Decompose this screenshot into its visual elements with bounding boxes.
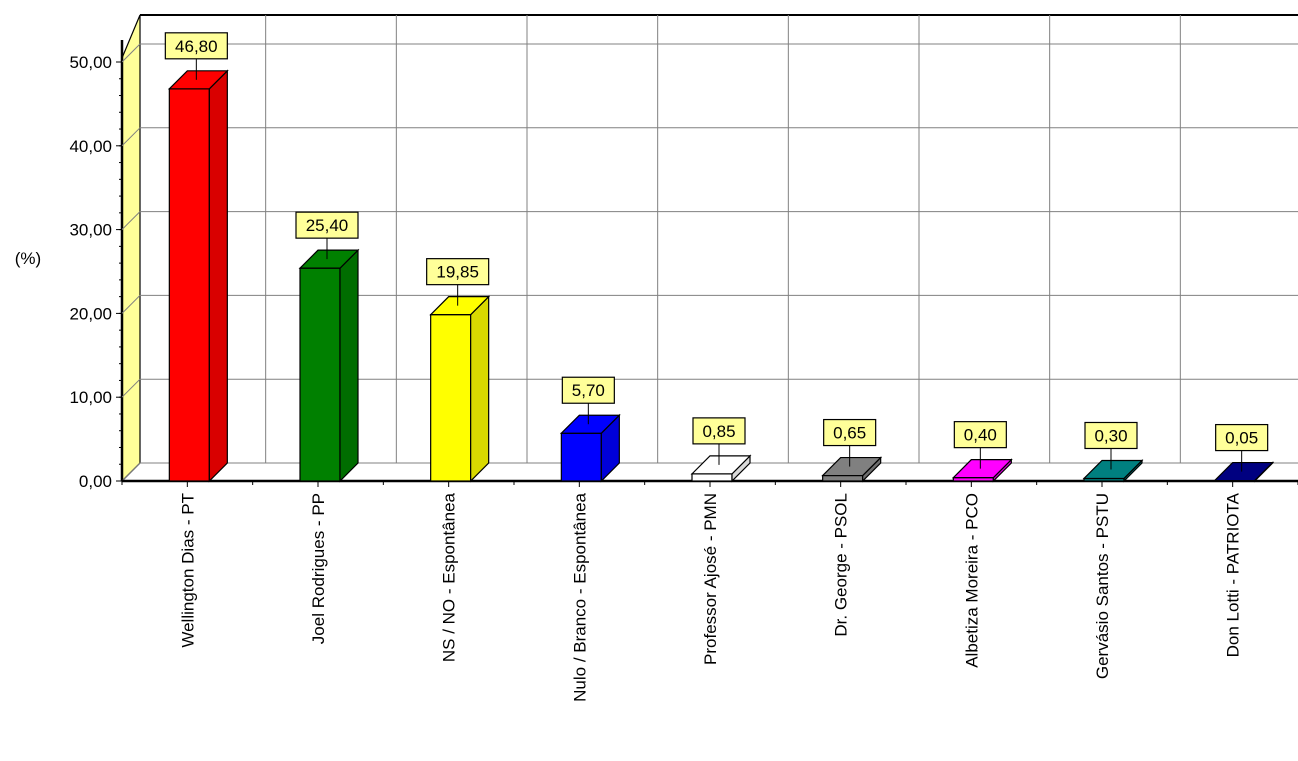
wall-grid-line [121, 127, 141, 147]
y-tick-label: 30,00 [69, 221, 112, 240]
y-tick-label: 10,00 [69, 388, 112, 407]
y-tick-label: 50,00 [69, 53, 112, 72]
left-wall [121, 14, 141, 483]
data-label: 5,70 [572, 381, 605, 400]
bar [298, 248, 360, 483]
x-tick-label: Joel Rodrigues - PP [309, 493, 328, 644]
data-label: 0,30 [1094, 426, 1127, 445]
bar [429, 295, 491, 483]
bar-front [168, 88, 210, 482]
data-label: 46,80 [175, 37, 218, 56]
data-label: 0,65 [833, 424, 866, 443]
bar-front [430, 314, 472, 482]
data-label: 25,40 [306, 216, 349, 235]
data-label-box [823, 418, 877, 447]
bar-side [208, 69, 228, 483]
bar-top [559, 414, 621, 434]
bar-top [298, 249, 360, 269]
bar-front [299, 267, 341, 482]
x-tick-label: NS / NO - Espontânea [440, 492, 459, 662]
x-tick-label: Nulo / Branco - Espontânea [570, 492, 589, 701]
bar-side [470, 295, 490, 483]
bars [167, 69, 1275, 483]
bar-side [339, 248, 359, 483]
data-label: 0,40 [964, 426, 997, 445]
bar-top [690, 455, 752, 475]
bar-front [822, 474, 864, 482]
data-label-box [295, 211, 359, 239]
y-axis-label: (%) [15, 249, 41, 268]
data-label-box [1084, 421, 1138, 450]
axes: 0,00 10,00 20,00 30,00 40,00 50,00 Wellington … [69, 53, 1298, 702]
bar-front [691, 473, 733, 482]
bar-front [560, 432, 602, 482]
data-label-box [561, 376, 615, 404]
data-label-box [1215, 423, 1269, 452]
bar [951, 458, 1013, 483]
bar [1082, 459, 1144, 483]
x-tick-label: Dr. George - PSOL [832, 493, 851, 637]
data-label: 0,85 [702, 422, 735, 441]
chart-walls [120, 14, 1298, 483]
y-tick-label: 0,00 [79, 472, 112, 491]
data-label-box [953, 421, 1007, 449]
data-label: 0,05 [1225, 429, 1258, 448]
bar-top [821, 456, 883, 477]
bar-top [951, 459, 1013, 479]
bar [559, 413, 621, 483]
data-label-box [164, 32, 228, 60]
bar [690, 454, 752, 483]
x-tick-label: Professor Ajosé - PMN [701, 493, 720, 665]
y-tick-label: 20,00 [69, 304, 112, 323]
data-label-box [426, 258, 490, 286]
x-tick-label: Albetiza Moreira - PCO [962, 493, 981, 668]
bar [1213, 461, 1275, 483]
bar-top [1082, 459, 1144, 480]
bar-top [1213, 461, 1275, 482]
grid-lines [121, 15, 1298, 482]
x-tick-label: Don Lotti - PATRIOTA [1224, 492, 1243, 657]
y-tick-label: 40,00 [69, 137, 112, 156]
wall-grid-line [121, 43, 141, 63]
wall-grid-line [121, 211, 141, 230]
bar-top [429, 296, 491, 316]
x-tick-label: Wellington Dias - PT [178, 493, 197, 648]
x-tick-label: Gervásio Santos - PSTU [1093, 493, 1112, 679]
data-label-box [692, 417, 746, 445]
wall-grid-line [121, 295, 141, 314]
data-labels: 46,80 25,40 19,85 5,70 0,85 0,65 0,40 0,30 0,05 [164, 32, 1269, 472]
data-label: 19,85 [436, 263, 479, 282]
wall-grid-line [121, 378, 141, 398]
wall-grid-line [121, 462, 141, 482]
bar-top [167, 70, 229, 90]
bar [821, 456, 883, 483]
bar [167, 69, 229, 483]
